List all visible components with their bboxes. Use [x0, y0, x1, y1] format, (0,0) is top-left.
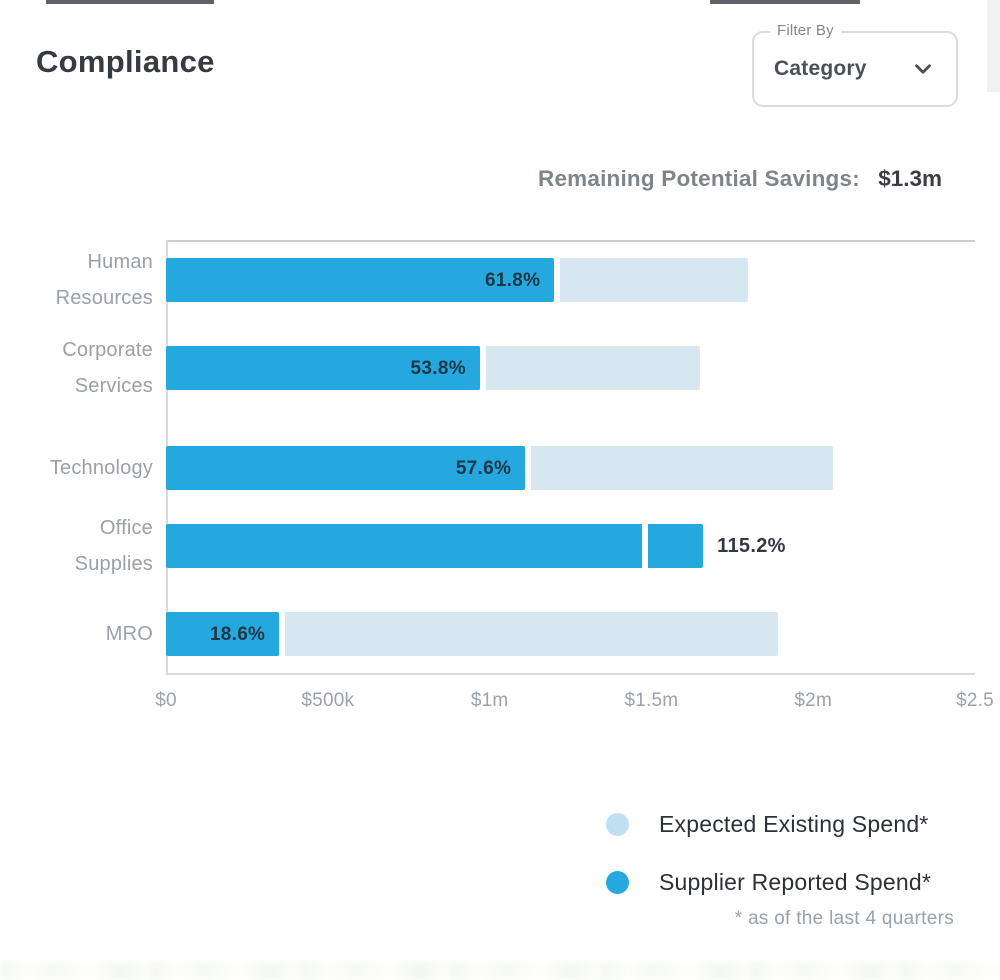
legend-footnote: * as of the last 4 quarters — [734, 908, 954, 929]
x-tick-label: $2.5 — [956, 690, 994, 711]
bar-separator-3 — [641, 524, 648, 568]
filter-selected-value: Category — [774, 57, 867, 80]
cutoff-artifact-top-right — [710, 0, 860, 4]
category-label: Office Supplies — [74, 517, 153, 575]
cutoff-artifact-top-left — [46, 0, 214, 4]
bar-separator-2 — [525, 446, 532, 490]
x-tick-label: $2m — [794, 690, 832, 711]
bar-value-label: 53.8% — [410, 358, 466, 379]
filter-by-label: Filter By — [770, 22, 841, 39]
cutoff-artifact-right-edge — [987, 0, 1000, 92]
x-tick-label: $0 — [155, 690, 177, 711]
bar-separator-0 — [554, 258, 561, 302]
bar-supplier-3 — [166, 524, 704, 568]
plot-top-border — [166, 240, 975, 242]
cutoff-artifact-bottom-strip — [0, 962, 1000, 980]
bar-value-label: 61.8% — [484, 270, 541, 291]
bar-supplier-0 — [166, 258, 555, 302]
filter-by-dropdown[interactable]: Filter By Category — [752, 22, 958, 107]
bar-value-label: 18.6% — [209, 624, 266, 645]
bar-supplier-1 — [166, 346, 480, 390]
legend-dot-supplier — [606, 870, 629, 894]
remaining-potential-savings: Remaining Potential Savings: $1.3m — [538, 166, 942, 192]
category-label: Corporate Services — [62, 339, 153, 397]
chevron-down-icon — [910, 56, 936, 82]
bar-separator-4 — [279, 612, 286, 656]
bar-separator-1 — [479, 346, 486, 390]
x-tick-label: $500k — [301, 690, 355, 711]
category-label: Technology — [49, 457, 153, 479]
category-label: Human Resources — [55, 251, 153, 309]
x-axis-line — [166, 673, 975, 675]
x-tick-label: $1.5m — [624, 690, 679, 711]
bar-value-label: 57.6% — [455, 458, 512, 479]
legend-item-supplier: Supplier Reported Spend* — [606, 869, 931, 895]
bar-value-label: 115.2% — [717, 535, 786, 557]
savings-value: $1.3m — [878, 166, 942, 191]
legend-dot-expected — [606, 812, 629, 836]
savings-label: Remaining Potential Savings: — [538, 166, 860, 191]
legend-label-supplier: Supplier Reported Spend* — [659, 868, 932, 895]
bar-supplier-4 — [166, 612, 280, 656]
category-label: MRO — [105, 623, 153, 645]
legend-label-expected: Expected Existing Spend* — [659, 810, 929, 837]
legend-item-expected: Expected Existing Spend* — [606, 811, 928, 837]
bar-supplier-2 — [166, 446, 526, 490]
page-title: Compliance — [36, 44, 215, 79]
x-tick-label: $1m — [470, 690, 509, 711]
